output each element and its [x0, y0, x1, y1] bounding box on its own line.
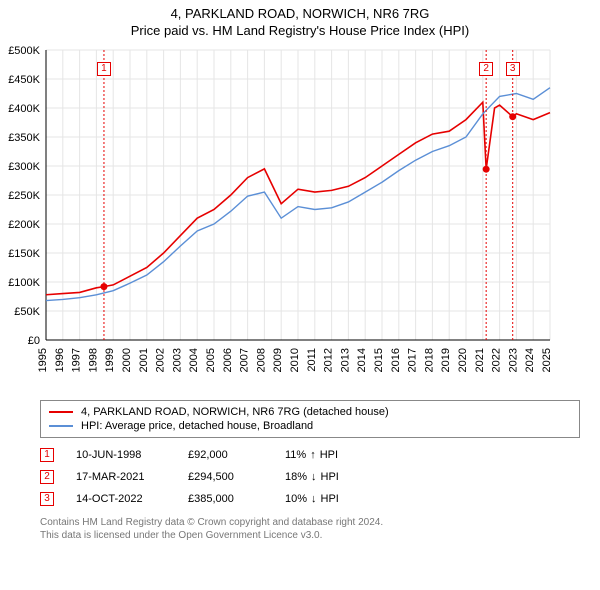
footer-line2: This data is licensed under the Open Gov…	[40, 529, 580, 542]
legend-label: 4, PARKLAND ROAD, NORWICH, NR6 7RG (deta…	[81, 406, 389, 418]
title-line2: Price paid vs. HM Land Registry's House …	[0, 23, 600, 40]
attribution: Contains HM Land Registry data © Crown c…	[40, 516, 580, 542]
svg-text:£500K: £500K	[8, 45, 40, 57]
svg-text:2010: 2010	[289, 348, 301, 372]
sale-delta: 10%↓HPI	[285, 493, 339, 505]
svg-text:2006: 2006	[222, 348, 234, 372]
sale-price: £92,000	[188, 449, 263, 461]
svg-text:2008: 2008	[255, 348, 267, 372]
svg-text:2018: 2018	[423, 348, 435, 372]
legend-item: HPI: Average price, detached house, Broa…	[49, 419, 571, 433]
svg-text:2003: 2003	[171, 348, 183, 372]
svg-text:£150K: £150K	[8, 248, 40, 260]
sale-date: 14-OCT-2022	[76, 493, 166, 505]
sale-price: £385,000	[188, 493, 263, 505]
svg-text:2020: 2020	[457, 348, 469, 372]
sale-index: 1	[40, 448, 54, 462]
svg-text:£50K: £50K	[14, 306, 40, 318]
sale-row: 3 14-OCT-2022 £385,000 10%↓HPI	[40, 488, 580, 510]
svg-text:2017: 2017	[407, 348, 419, 372]
sale-marker-3: 3	[506, 62, 520, 76]
svg-text:£400K: £400K	[8, 103, 40, 115]
svg-text:1995: 1995	[37, 348, 49, 372]
sale-delta: 11%↑HPI	[285, 449, 338, 461]
svg-text:£100K: £100K	[8, 277, 40, 289]
svg-text:2022: 2022	[491, 348, 503, 372]
sale-index: 2	[40, 470, 54, 484]
svg-text:2007: 2007	[239, 348, 251, 372]
svg-text:2016: 2016	[390, 348, 402, 372]
legend-label: HPI: Average price, detached house, Broa…	[81, 420, 313, 432]
svg-text:2012: 2012	[323, 348, 335, 372]
svg-text:1997: 1997	[71, 348, 83, 372]
sale-date: 17-MAR-2021	[76, 471, 166, 483]
svg-text:2024: 2024	[524, 348, 536, 372]
svg-text:2001: 2001	[138, 348, 150, 372]
sale-index: 3	[40, 492, 54, 506]
svg-text:1996: 1996	[54, 348, 66, 372]
svg-text:1998: 1998	[87, 348, 99, 372]
sale-delta: 18%↓HPI	[285, 471, 339, 483]
svg-text:£350K: £350K	[8, 132, 40, 144]
svg-text:2019: 2019	[440, 348, 452, 372]
svg-text:2014: 2014	[356, 348, 368, 372]
sale-marker-2: 2	[479, 62, 493, 76]
legend-swatch	[49, 411, 73, 413]
svg-text:2009: 2009	[272, 348, 284, 372]
svg-text:2011: 2011	[306, 348, 318, 372]
svg-text:2004: 2004	[188, 348, 200, 372]
sale-marker-1: 1	[97, 62, 111, 76]
sale-date: 10-JUN-1998	[76, 449, 166, 461]
svg-text:2013: 2013	[339, 348, 351, 372]
legend-item: 4, PARKLAND ROAD, NORWICH, NR6 7RG (deta…	[49, 405, 571, 419]
svg-text:£450K: £450K	[8, 74, 40, 86]
svg-text:2015: 2015	[373, 348, 385, 372]
svg-text:£200K: £200K	[8, 219, 40, 231]
svg-text:2021: 2021	[474, 348, 486, 372]
svg-text:2023: 2023	[507, 348, 519, 372]
chart-title: 4, PARKLAND ROAD, NORWICH, NR6 7RG Price…	[0, 0, 600, 40]
footer-line1: Contains HM Land Registry data © Crown c…	[40, 516, 580, 529]
svg-text:£0: £0	[28, 335, 40, 347]
svg-text:2002: 2002	[155, 348, 167, 372]
sale-row: 1 10-JUN-1998 £92,000 11%↑HPI	[40, 444, 580, 466]
title-line1: 4, PARKLAND ROAD, NORWICH, NR6 7RG	[0, 6, 600, 23]
svg-text:2005: 2005	[205, 348, 217, 372]
svg-text:2000: 2000	[121, 348, 133, 372]
sale-price: £294,500	[188, 471, 263, 483]
svg-text:2025: 2025	[541, 348, 553, 372]
svg-text:£250K: £250K	[8, 190, 40, 202]
svg-text:1999: 1999	[104, 348, 116, 372]
line-chart: £0 £50K £100K £150K £200K £250K £300K £350K £400…	[0, 44, 560, 394]
sales-table: 1 10-JUN-1998 £92,000 11%↑HPI 2 17-MAR-2021 £2…	[40, 444, 580, 510]
legend-swatch	[49, 425, 73, 427]
legend: 4, PARKLAND ROAD, NORWICH, NR6 7RG (deta…	[40, 400, 580, 438]
svg-text:£300K: £300K	[8, 161, 40, 173]
sale-row: 2 17-MAR-2021 £294,500 18%↓HPI	[40, 466, 580, 488]
